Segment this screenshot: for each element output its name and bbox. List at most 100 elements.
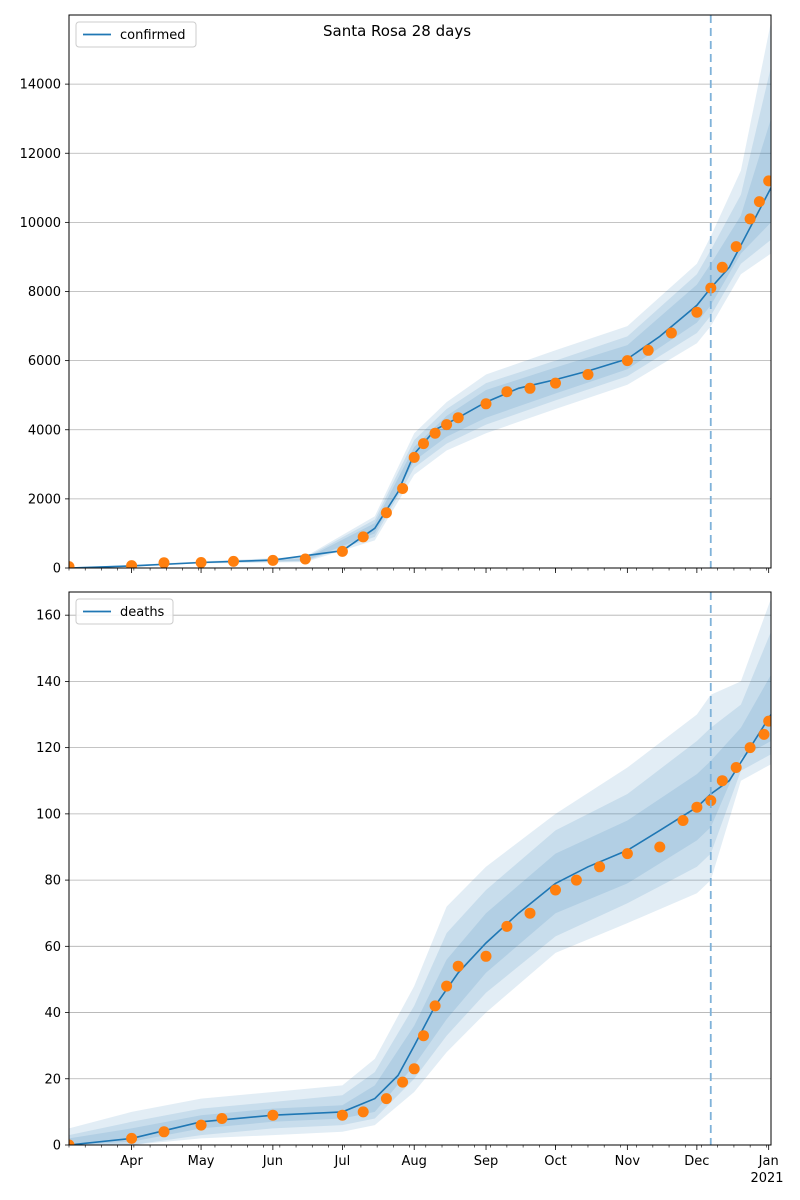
observed-point: [429, 1000, 441, 1012]
plot-area: [69, 598, 771, 1145]
observed-point: [691, 801, 703, 813]
observed-point: [570, 874, 582, 886]
y-tick-label: 20: [44, 1072, 61, 1087]
observed-point: [158, 1126, 170, 1138]
y-tick-label: 60: [44, 940, 61, 955]
y-tick-label: 0: [53, 562, 61, 577]
observed-point: [524, 907, 536, 919]
confirmed-panel: 0 2000 4000 6000 8000 10000 12000 14000 confirme…: [20, 14, 772, 577]
x-tick-label: May: [188, 1154, 215, 1169]
confidence-band-2: [69, 631, 771, 1145]
confidence-band-1: [69, 21, 771, 568]
legend: deaths: [75, 598, 174, 625]
observed-point: [397, 1076, 409, 1088]
observed-point: [299, 553, 311, 565]
observed-point: [763, 715, 771, 727]
observed-point: [716, 261, 728, 273]
observed-point: [758, 728, 770, 740]
observed-point: [691, 306, 703, 318]
x-tick-label: Jul: [334, 1154, 351, 1169]
observed-point: [380, 507, 392, 519]
observed-point: [665, 327, 677, 339]
observed-point: [753, 196, 765, 208]
observed-point: [594, 861, 606, 873]
y-tick-label: 12000: [20, 147, 61, 162]
observed-point: [158, 557, 170, 568]
observed-point: [550, 377, 561, 389]
y-tick-label: 6000: [28, 354, 61, 369]
observed-point: [550, 884, 561, 896]
observed-point: [126, 560, 138, 568]
y-tick-label: 8000: [28, 285, 61, 300]
year-label: 2021: [750, 1171, 783, 1186]
observed-point: [408, 1063, 420, 1075]
y-tick-label: 0: [53, 1139, 61, 1154]
y-tick-label: 80: [44, 874, 61, 889]
observed-point: [267, 554, 279, 566]
observed-point: [730, 241, 742, 253]
observed-point: [357, 1106, 369, 1118]
observed-point: [357, 531, 369, 543]
x-tick-label: Nov: [615, 1154, 641, 1169]
observed-point: [418, 1030, 429, 1042]
y-tick-label: 4000: [28, 423, 61, 438]
observed-point: [441, 980, 453, 992]
plot-area: [69, 21, 771, 568]
observed-point: [524, 382, 536, 394]
y-tick-label: 10000: [20, 216, 61, 231]
observed-point: [621, 848, 633, 860]
axes-frame: [68, 14, 772, 569]
observed-point: [397, 483, 409, 494]
observed-point: [582, 369, 594, 380]
observed-point: [763, 175, 771, 187]
x-tick-label: Apr: [120, 1154, 143, 1169]
observed-point: [621, 355, 633, 367]
y-tick-label: 120: [36, 741, 61, 756]
observed-point: [716, 775, 728, 787]
observed-point: [380, 1093, 392, 1105]
observed-point: [480, 950, 492, 962]
observed-point: [452, 960, 464, 972]
observed-point: [418, 438, 429, 450]
confidence-band-3: [69, 674, 771, 1145]
observed-point: [677, 815, 689, 826]
observed-point: [126, 1132, 138, 1144]
series-line-deaths: [69, 714, 771, 1145]
x-tick-label: Jan: [758, 1154, 779, 1169]
observed-point: [228, 555, 239, 567]
observed-point: [654, 841, 666, 853]
deaths-panel: 0 20 40 60 80 100 120 140 160 Apr May Jun Jul Aug Sep O…: [36, 591, 779, 1169]
series-line-confirmed: [69, 187, 771, 568]
observed-point: [744, 742, 756, 754]
chart-title: Santa Rosa 28 days: [323, 22, 471, 40]
observed-point: [744, 213, 756, 225]
observed-point: [267, 1109, 279, 1121]
legend-box: [75, 21, 197, 48]
y-tick-label: 160: [36, 609, 61, 624]
x-tick-label: Aug: [402, 1154, 427, 1169]
observed-point: [429, 427, 441, 439]
observed-point: [441, 419, 453, 431]
observed-point: [336, 545, 348, 557]
observed-point: [452, 412, 464, 424]
legend-label: deaths: [120, 605, 165, 620]
legend-label: confirmed: [120, 28, 186, 43]
observed-point: [730, 762, 742, 773]
observed-point: [642, 344, 654, 356]
x-tick-label: Oct: [544, 1154, 566, 1169]
observed-point: [336, 1109, 348, 1121]
y-tick-label: 100: [36, 807, 61, 822]
observed-point: [195, 1119, 207, 1131]
observed-point: [408, 451, 420, 463]
y-tick-label: 140: [36, 675, 61, 690]
observed-point: [195, 557, 207, 568]
y-tick-label: 14000: [20, 78, 61, 93]
observed-point: [480, 398, 492, 410]
x-tick-label: Jun: [262, 1154, 283, 1169]
x-tick-label: Dec: [684, 1154, 709, 1169]
legend: confirmed: [75, 21, 197, 48]
y-tick-label: 40: [44, 1006, 61, 1021]
y-tick-label: 2000: [28, 492, 61, 507]
axes-frame: [68, 591, 772, 1146]
